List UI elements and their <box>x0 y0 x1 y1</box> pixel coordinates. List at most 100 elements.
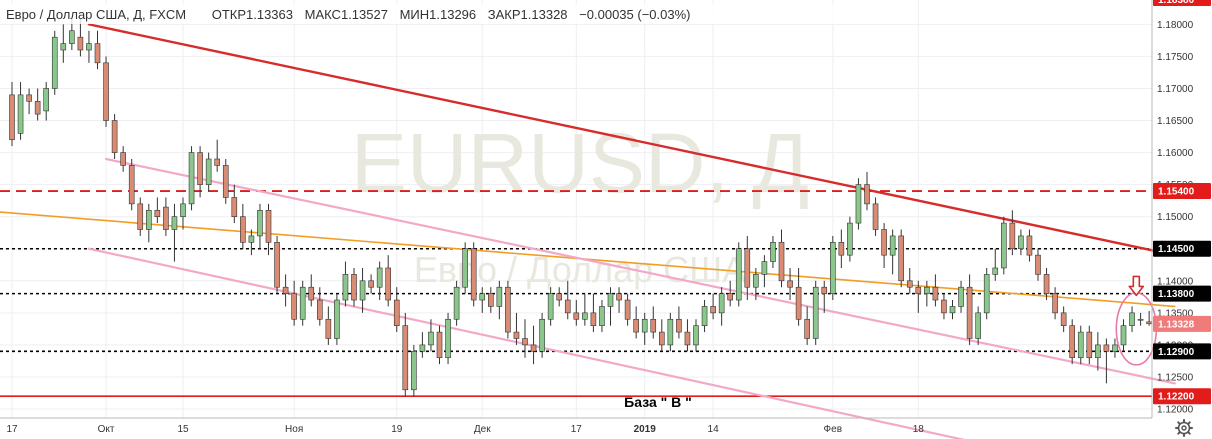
candle-bearish[interactable] <box>487 287 494 313</box>
candle-bearish[interactable] <box>240 203 246 249</box>
candle-bearish[interactable] <box>915 280 922 313</box>
candle-bullish[interactable] <box>701 300 708 333</box>
price-badge-1.15400[interactable]: 1.15400 <box>1153 183 1211 200</box>
candle-bullish[interactable] <box>411 344 417 397</box>
candle-bearish[interactable] <box>393 287 400 333</box>
candle-bearish[interactable] <box>1035 248 1041 281</box>
candle-bearish[interactable] <box>522 319 528 358</box>
candle-bullish[interactable] <box>1018 229 1024 256</box>
candle-bearish[interactable] <box>795 267 802 326</box>
candle-bearish[interactable] <box>214 139 220 172</box>
candle-bullish[interactable] <box>539 312 545 358</box>
candle-bullish[interactable] <box>86 30 92 63</box>
candle-bearish[interactable] <box>282 274 289 307</box>
candle-bullish[interactable] <box>582 293 588 326</box>
candle-bearish[interactable] <box>1069 319 1075 365</box>
candle-bullish[interactable] <box>60 24 67 63</box>
candle-bearish[interactable] <box>1026 229 1033 262</box>
candle-bearish[interactable] <box>222 158 229 204</box>
candle-bearish[interactable] <box>804 306 810 345</box>
candle-bullish[interactable] <box>180 197 186 230</box>
candle-bearish[interactable] <box>1009 210 1016 256</box>
candle-bearish[interactable] <box>881 223 887 268</box>
candle-bearish[interactable] <box>436 325 443 365</box>
candle-bullish[interactable] <box>641 312 648 345</box>
trendline-channel-upper[interactable] <box>104 157 1176 385</box>
candle-bearish[interactable] <box>103 56 109 127</box>
candle-bullish[interactable] <box>812 280 819 345</box>
candle-bullish[interactable] <box>1112 338 1118 358</box>
candle-bullish[interactable] <box>607 287 614 326</box>
candle-bullish[interactable] <box>770 235 776 268</box>
candle-bullish[interactable] <box>419 332 426 358</box>
symbol-title[interactable]: Евро / Доллар США, Д, FXCM <box>6 7 186 22</box>
candle-bullish[interactable] <box>924 280 930 307</box>
candle-bullish[interactable] <box>171 203 178 262</box>
candle-bearish[interactable] <box>1052 287 1058 320</box>
gear-icon[interactable] <box>1175 419 1193 437</box>
candle-bullish[interactable] <box>983 267 990 320</box>
candle-bullish[interactable] <box>889 229 896 275</box>
candle-bearish[interactable] <box>616 287 622 313</box>
time-axis[interactable]: 17 Окт 15 Ноя 19 Дек 17 2019 14 Фев 18 <box>6 424 924 435</box>
candle-bullish[interactable] <box>547 287 554 326</box>
candle-bullish[interactable] <box>975 306 981 345</box>
candle-bearish[interactable] <box>316 287 323 326</box>
candle-bullish[interactable] <box>428 319 434 352</box>
candle-bearish[interactable] <box>864 171 870 211</box>
candle-bearish[interactable] <box>1086 325 1093 365</box>
candle-bearish[interactable] <box>906 267 913 294</box>
candle-bearish[interactable] <box>1043 267 1050 301</box>
candle-bearish[interactable] <box>727 280 734 307</box>
candle-bearish[interactable] <box>26 88 32 115</box>
candle-bullish[interactable] <box>949 300 956 320</box>
candle-bearish[interactable] <box>94 30 101 70</box>
candle-bullish[interactable] <box>718 287 725 326</box>
price-axis[interactable]: 1.120001.125001.130001.135001.140001.145… <box>1153 0 1211 416</box>
candle-bearish[interactable] <box>941 293 947 320</box>
candle-bullish[interactable] <box>855 178 862 230</box>
candle-bearish[interactable] <box>128 158 135 211</box>
candle-bearish[interactable] <box>898 229 905 288</box>
candle-bearish[interactable] <box>308 274 315 307</box>
candle-bearish[interactable] <box>658 319 665 352</box>
trendline-resistance[interactable] <box>87 23 1177 257</box>
candle-bullish[interactable] <box>43 82 50 121</box>
candle-bearish[interactable] <box>1103 338 1110 384</box>
price-badge-1.14500[interactable]: 1.14500 <box>1153 240 1211 257</box>
down-arrow-icon[interactable] <box>1128 275 1145 297</box>
candle-bearish[interactable] <box>838 229 845 268</box>
candle-bullish[interactable] <box>334 293 340 345</box>
candle-bearish[interactable] <box>556 287 563 307</box>
candle-bearish[interactable] <box>787 267 793 301</box>
candle-bearish[interactable] <box>325 306 332 345</box>
candle-bearish[interactable] <box>573 300 580 326</box>
candle-bullish[interactable] <box>599 300 605 333</box>
candle-bearish[interactable] <box>137 197 144 236</box>
candle-bearish[interactable] <box>274 235 280 294</box>
candle-bearish[interactable] <box>872 197 879 236</box>
candle-bearish[interactable] <box>197 146 203 198</box>
candle-bearish[interactable] <box>778 229 785 288</box>
candle-bullish[interactable] <box>299 280 306 326</box>
candle-bearish[interactable] <box>710 293 716 320</box>
candle-bearish[interactable] <box>291 280 297 326</box>
candle-bearish[interactable] <box>966 274 973 345</box>
candle-bullish[interactable] <box>462 242 468 294</box>
candle-bullish[interactable] <box>257 203 263 249</box>
candle-bullish[interactable] <box>496 280 503 320</box>
candle-bearish[interactable] <box>351 267 357 307</box>
candle-bearish[interactable] <box>231 184 238 224</box>
candle-bullish[interactable] <box>51 30 58 95</box>
candle-bearish[interactable] <box>154 197 161 224</box>
candle-bearish[interactable] <box>650 306 657 339</box>
candle-bullish[interactable] <box>376 261 383 301</box>
candle-bearish[interactable] <box>111 114 118 159</box>
candle-bearish[interactable] <box>744 235 751 301</box>
candle-bullish[interactable] <box>958 280 964 313</box>
candle-bullish[interactable] <box>847 216 853 262</box>
candle-bullish[interactable] <box>829 235 836 301</box>
candle-bullish[interactable] <box>1137 312 1144 326</box>
candle-bearish[interactable] <box>77 17 84 57</box>
candle-bearish[interactable] <box>163 197 169 236</box>
